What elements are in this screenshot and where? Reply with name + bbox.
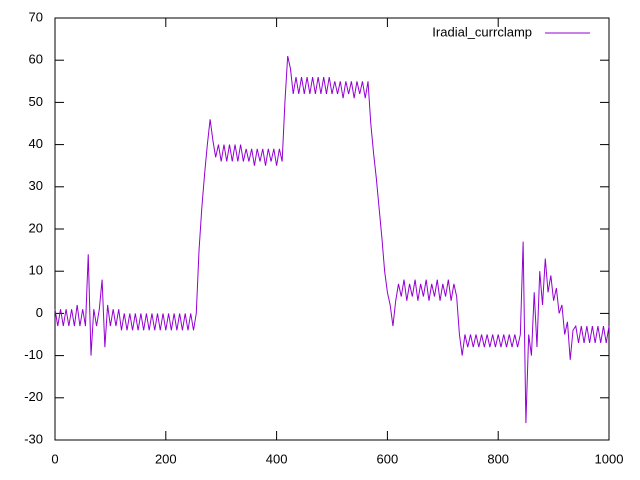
y-tick-label: 10	[29, 263, 43, 278]
y-tick-label: 60	[29, 52, 43, 67]
x-tick-label: 800	[487, 451, 509, 466]
y-tick-label: 30	[29, 178, 43, 193]
x-tick-label: 0	[51, 451, 58, 466]
data-line	[54, 55, 610, 424]
legend-label: Iradial_currclamp	[432, 24, 532, 39]
y-tick-label: 40	[29, 136, 43, 151]
y-tick-label: -20	[24, 389, 43, 404]
y-tick-label: 0	[36, 305, 43, 320]
y-tick-label: 70	[29, 9, 43, 24]
y-tick-label: 50	[29, 94, 43, 109]
x-tick-label: 200	[155, 451, 177, 466]
y-tick-label: 20	[29, 220, 43, 235]
x-tick-label: 600	[377, 451, 399, 466]
y-tick-label: -30	[24, 431, 43, 446]
x-tick-label: 400	[266, 451, 288, 466]
y-tick-label: -10	[24, 347, 43, 362]
x-tick-label: 1000	[595, 451, 624, 466]
plot-border	[54, 17, 610, 441]
